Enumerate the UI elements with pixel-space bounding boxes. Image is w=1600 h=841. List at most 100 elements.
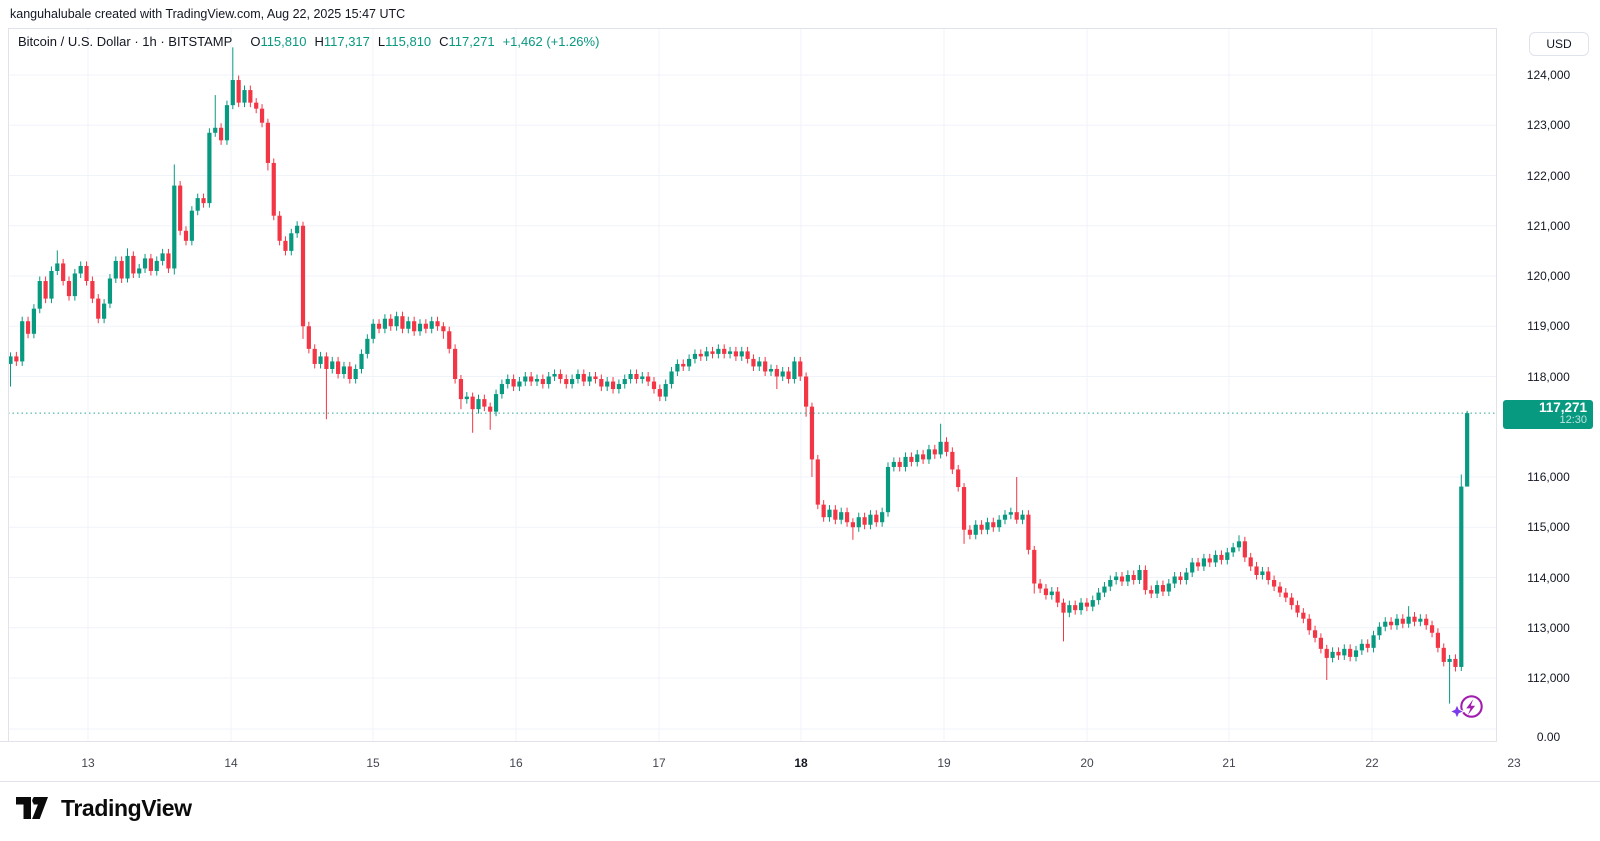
time-axis-label-22: 22: [1365, 756, 1379, 770]
price-axis[interactable]: USD 117,271 12:30 124,000 123,000 122,000 1…: [1497, 28, 1600, 781]
price-axis-label: 122,000: [1526, 168, 1571, 183]
candle-body: [423, 323, 428, 329]
time-axis-label-15: 15: [366, 756, 380, 770]
candle-body: [915, 454, 920, 462]
candle-body: [570, 379, 575, 385]
candle-body: [236, 80, 241, 103]
candle-body: [336, 361, 341, 374]
candle-body: [687, 358, 692, 367]
candle-body: [72, 273, 77, 297]
candle-body: [224, 105, 230, 141]
pane-border-bottom: [0, 741, 1496, 742]
candle-body: [792, 361, 797, 380]
candle-body: [921, 454, 926, 460]
candle-body: [523, 376, 528, 382]
candle-body: [610, 381, 616, 390]
candle-body: [207, 132, 212, 204]
candle-body: [950, 451, 955, 470]
candle-body: [809, 406, 815, 460]
time-axis[interactable]: 13 14 15 16 17 18 19 20 21 22 23: [0, 742, 1600, 781]
candle-body: [839, 512, 844, 520]
candle-body: [739, 351, 744, 357]
candle-body: [259, 108, 265, 123]
candle-body: [1131, 574, 1136, 581]
candle-body: [1242, 541, 1247, 558]
candle-body: [230, 80, 235, 106]
candle-body: [499, 384, 504, 395]
candle-body: [938, 441, 943, 455]
candle-body: [25, 321, 31, 334]
candle-body: [14, 356, 19, 362]
time-axis-label-16: 16: [509, 756, 523, 770]
candle-body: [880, 512, 885, 523]
candle-body: [254, 102, 259, 109]
tradingview-logo-icon: [16, 797, 48, 819]
candle-body: [529, 376, 534, 382]
candle-body: [160, 253, 165, 261]
candle-body: [979, 524, 984, 530]
candle-body: [1254, 566, 1259, 575]
price-change: +1,462 (+1.26%): [502, 34, 600, 49]
candle-body: [564, 379, 569, 385]
candle-body: [1119, 576, 1125, 582]
candle-body: [394, 316, 399, 327]
candle-body: [365, 338, 370, 354]
flash-boost-icon[interactable]: [1448, 692, 1486, 724]
candle-body: [757, 361, 762, 367]
candle-body: [1149, 590, 1154, 594]
candle-body: [1406, 616, 1411, 624]
candle-body: [552, 373, 557, 377]
candle-body: [1307, 618, 1312, 631]
last-price-badge[interactable]: 117,271 12:30: [1503, 400, 1593, 429]
symbol-title[interactable]: Bitcoin / U.S. Dollar · 1h · BITSTAMP: [18, 34, 233, 49]
candle-body: [1289, 597, 1294, 606]
candle-body: [406, 321, 411, 329]
candle-body: [1359, 643, 1364, 651]
ohlc-open-value: 115,810: [260, 34, 307, 49]
candle-body: [944, 441, 949, 452]
candle-body: [751, 358, 756, 367]
candle-body: [675, 363, 680, 372]
frame-border-bottom: [0, 781, 1600, 782]
candle-body: [733, 351, 738, 357]
candle-body: [242, 90, 247, 103]
candle-body: [1453, 658, 1458, 667]
currency-usd-button[interactable]: USD: [1529, 32, 1589, 56]
price-axis-label: 118,000: [1527, 369, 1570, 384]
candle-body: [429, 321, 434, 329]
candle-body: [435, 321, 440, 327]
time-axis-label-20: 20: [1080, 756, 1094, 770]
candle-body: [546, 376, 551, 385]
candle-body: [1213, 554, 1218, 563]
candle-body: [850, 522, 855, 528]
candle-body: [646, 376, 651, 382]
candle-body: [265, 122, 270, 163]
candle-body: [605, 381, 610, 387]
candle-body: [1348, 648, 1353, 657]
tradingview-logo[interactable]: TradingView: [16, 795, 192, 822]
candles: [8, 47, 1470, 704]
candle-body: [862, 517, 867, 525]
candle-body: [991, 522, 996, 528]
candle-body: [1184, 572, 1189, 581]
candle-body: [90, 281, 95, 299]
candle-body: [1108, 580, 1113, 587]
candle-body: [43, 281, 48, 299]
candle-body: [511, 379, 516, 387]
candle-body: [640, 376, 645, 380]
candle-body: [1008, 512, 1013, 515]
candle-body: [289, 233, 294, 251]
candle-body: [663, 384, 668, 397]
candle-body: [692, 353, 698, 359]
candle-body: [1002, 514, 1008, 520]
ohlc-close-label: C: [439, 34, 449, 49]
candle-body: [219, 127, 224, 141]
candle-body: [727, 351, 733, 354]
candle-body: [1172, 576, 1177, 584]
candle-body: [710, 351, 715, 354]
price-axis-label: 121,000: [1526, 218, 1571, 233]
candle-body: [1418, 618, 1423, 622]
candle-body: [359, 353, 364, 369]
pane-border-left: [8, 28, 9, 781]
